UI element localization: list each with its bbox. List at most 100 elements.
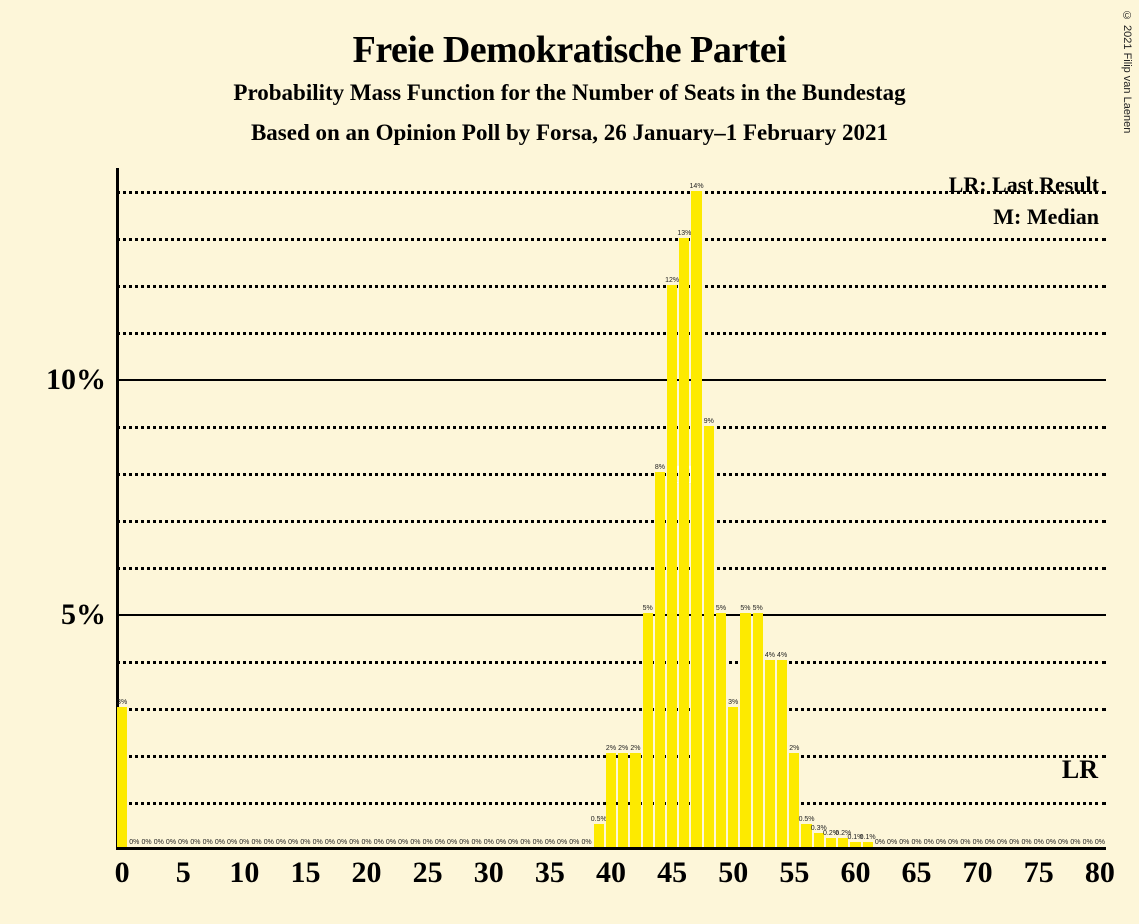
bar-value-label: 0% <box>141 839 151 847</box>
bar-value-label: 0% <box>129 839 139 847</box>
x-tick-label: 75 <box>1024 850 1054 890</box>
bar-value-label: 0% <box>569 839 579 847</box>
gridline-minor <box>116 285 1106 288</box>
bar-value-label: 9% <box>704 418 714 426</box>
gridline-minor <box>116 332 1106 335</box>
x-tick-label: 45 <box>657 850 687 890</box>
bar-value-label: 0% <box>203 839 213 847</box>
x-tick-label: 0 <box>115 850 130 890</box>
bar-value-label: 0% <box>1058 839 1068 847</box>
bar-value-label: 5% <box>740 605 750 613</box>
bar: 2% <box>789 753 799 847</box>
bar-value-label: 0% <box>325 839 335 847</box>
bar-value-label: 0% <box>875 839 885 847</box>
bar-value-label: 0% <box>1021 839 1031 847</box>
bar-value-label: 14% <box>690 183 704 191</box>
x-tick-label: 5 <box>176 850 191 890</box>
bar: 5% <box>740 613 750 847</box>
gridline-major <box>116 614 1106 616</box>
bar-value-label: 0.5% <box>799 816 815 824</box>
bar-value-label: 0% <box>887 839 897 847</box>
bar: 3% <box>728 707 738 847</box>
y-tick-label: 5% <box>61 598 116 632</box>
bar-value-label: 2% <box>789 745 799 753</box>
bar-value-label: 12% <box>665 277 679 285</box>
bar-value-label: 0% <box>557 839 567 847</box>
bar-value-label: 0% <box>508 839 518 847</box>
bar: 12% <box>667 285 677 847</box>
bar-value-label: 5% <box>643 605 653 613</box>
x-tick-label: 80 <box>1085 850 1115 890</box>
bar-value-label: 0% <box>545 839 555 847</box>
bar-value-label: 0% <box>1034 839 1044 847</box>
x-tick-label: 70 <box>963 850 993 890</box>
bar: 5% <box>643 613 653 847</box>
bar-value-label: 0% <box>178 839 188 847</box>
bar-value-label: 0% <box>924 839 934 847</box>
bar-value-label: 8% <box>655 464 665 472</box>
last-result-marker: LR <box>1062 755 1098 785</box>
bar-value-label: 0% <box>374 839 384 847</box>
bar: 5% <box>716 613 726 847</box>
bar-value-label: 0% <box>435 839 445 847</box>
bar-value-label: 0% <box>973 839 983 847</box>
bar-value-label: 4% <box>765 652 775 660</box>
bar-value-label: 0% <box>936 839 946 847</box>
bar-value-label: 0% <box>349 839 359 847</box>
bar-value-label: 0% <box>264 839 274 847</box>
bar-value-label: 0% <box>190 839 200 847</box>
bar: 0.2% <box>826 838 836 847</box>
bar-value-label: 0% <box>276 839 286 847</box>
x-tick-label: 60 <box>840 850 870 890</box>
gridline-minor <box>116 661 1106 664</box>
bar-value-label: 0% <box>398 839 408 847</box>
bar-value-label: 0% <box>337 839 347 847</box>
chart-title: Freie Demokratische Partei <box>0 28 1139 72</box>
bar-value-label: 3% <box>728 699 738 707</box>
x-tick-label: 55 <box>779 850 809 890</box>
bar-value-label: 0% <box>227 839 237 847</box>
gridline-minor <box>116 191 1106 194</box>
x-tick-label: 35 <box>535 850 565 890</box>
bar-value-label: 0% <box>300 839 310 847</box>
x-tick-label: 10 <box>229 850 259 890</box>
gridline-minor <box>116 426 1106 429</box>
x-tick-label: 65 <box>902 850 932 890</box>
bar-value-label: 5% <box>753 605 763 613</box>
bar-value-label: 0% <box>410 839 420 847</box>
bar: 2% <box>606 753 616 847</box>
bar: 14% <box>691 191 701 847</box>
bar-value-label: 0% <box>1095 839 1105 847</box>
bar-value-label: 0% <box>154 839 164 847</box>
bar-value-label: 0% <box>496 839 506 847</box>
bar: 4% <box>777 660 787 847</box>
bar-value-label: 3% <box>117 699 127 707</box>
bar: 5% <box>753 613 763 847</box>
bar-value-label: 0.1% <box>860 834 876 842</box>
bar: 2% <box>618 753 628 847</box>
bar-value-label: 0% <box>533 839 543 847</box>
bar-value-label: 0% <box>459 839 469 847</box>
bar-value-label: 0% <box>911 839 921 847</box>
bar-value-label: 0% <box>386 839 396 847</box>
bar-value-label: 2% <box>606 745 616 753</box>
bar-value-label: 0% <box>251 839 261 847</box>
bar-value-label: 0% <box>520 839 530 847</box>
x-tick-label: 40 <box>596 850 626 890</box>
bar-value-label: 4% <box>777 652 787 660</box>
bar: 4% <box>765 660 775 847</box>
bar-value-label: 0% <box>1046 839 1056 847</box>
bar-value-label: 0% <box>288 839 298 847</box>
x-tick-label: 20 <box>352 850 382 890</box>
bar-value-label: 2% <box>630 745 640 753</box>
bar-value-label: 0% <box>899 839 909 847</box>
x-tick-label: 15 <box>290 850 320 890</box>
gridline-minor <box>116 520 1106 523</box>
bar-value-label: 0% <box>484 839 494 847</box>
bar-value-label: 2% <box>618 745 628 753</box>
bar-value-label: 0% <box>985 839 995 847</box>
x-tick-label: 30 <box>474 850 504 890</box>
bar: 8% <box>655 472 665 847</box>
x-tick-label: 50 <box>718 850 748 890</box>
gridline-minor <box>116 708 1106 711</box>
